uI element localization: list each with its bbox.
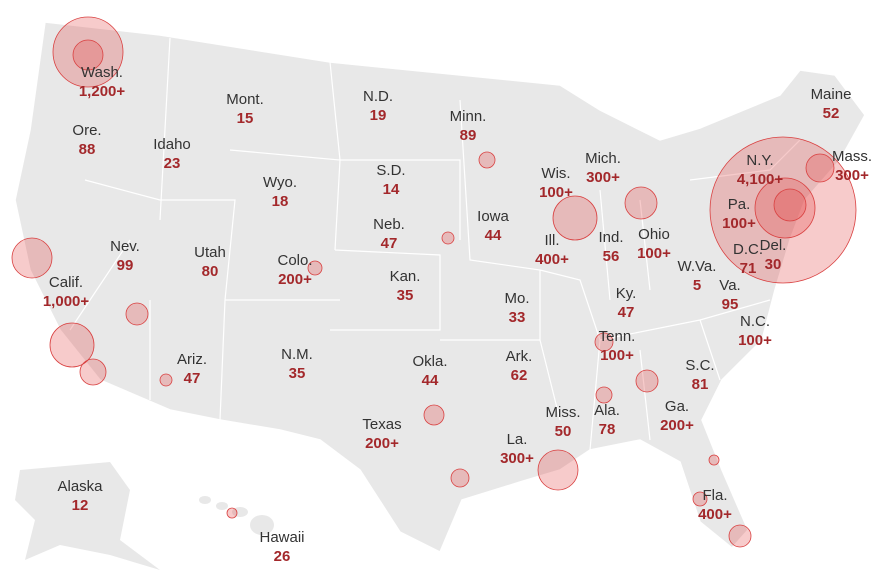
state-cases: 400+ [535, 251, 569, 268]
state-name: N.M. [281, 346, 313, 363]
state-cases: 15 [237, 110, 254, 127]
state-cases: 47 [618, 304, 635, 321]
state-cases: 95 [722, 296, 739, 313]
state-name: Ga. [665, 398, 689, 415]
state-name: Pa. [728, 196, 751, 213]
state-name: Ariz. [177, 351, 207, 368]
state-cases: 44 [485, 227, 502, 244]
state-cases: 100+ [637, 245, 671, 262]
state-cases: 89 [460, 127, 477, 144]
state-name: Mo. [504, 290, 529, 307]
state-name: Wyo. [263, 174, 297, 191]
state-cases: 99 [117, 257, 134, 274]
state-name: Hawaii [259, 529, 304, 546]
state-cases: 300+ [835, 167, 869, 184]
state-name: Utah [194, 244, 226, 261]
state-cases: 47 [381, 235, 398, 252]
state-cases: 26 [274, 548, 291, 565]
state-name: Ark. [506, 348, 533, 365]
state-name: W.Va. [678, 258, 717, 275]
state-borders [69, 37, 801, 451]
state-name: Wash. [81, 64, 123, 81]
state-name: Minn. [450, 108, 487, 125]
state-name: Ohio [638, 226, 670, 243]
state-name: S.C. [685, 357, 714, 374]
state-name: Idaho [153, 136, 191, 153]
state-name: Miss. [546, 404, 581, 421]
state-name: Texas [362, 416, 401, 433]
state-cases: 4,100+ [737, 171, 784, 188]
state-name: S.D. [376, 162, 405, 179]
state-cases: 300+ [500, 450, 534, 467]
state-cases: 88 [79, 141, 96, 158]
state-name: N.Y. [746, 152, 773, 169]
state-cases: 100+ [722, 215, 756, 232]
state-cases: 33 [509, 309, 526, 326]
state-name: Nev. [110, 238, 140, 255]
state-cases: 14 [383, 181, 400, 198]
state-cases: 100+ [539, 184, 573, 201]
state-name: Del. [760, 237, 787, 254]
state-name: Ala. [594, 402, 620, 419]
state-name: Ind. [598, 229, 623, 246]
state-cases: 200+ [660, 417, 694, 434]
state-cases: 300+ [586, 169, 620, 186]
state-labels: Wash. 1,200+ Mont. 15 N.D. 19 Minn. 89 Maine 52 Or… [43, 64, 872, 565]
state-cases: 35 [397, 287, 414, 304]
state-name: Wis. [541, 165, 570, 182]
state-cases: 50 [555, 423, 572, 440]
state-cases: 30 [765, 256, 782, 273]
state-name: D.C. [733, 241, 763, 258]
state-name: Mont. [226, 91, 264, 108]
state-name: Okla. [412, 353, 447, 370]
state-cases: 18 [272, 193, 289, 210]
state-name: Maine [811, 86, 852, 103]
state-cases: 80 [202, 263, 219, 280]
state-name: Ill. [545, 232, 560, 249]
state-cases: 5 [693, 277, 701, 294]
state-name: Ky. [616, 285, 637, 302]
state-name: Neb. [373, 216, 405, 233]
state-name: N.C. [740, 313, 770, 330]
state-name: N.D. [363, 88, 393, 105]
state-cases: 78 [599, 421, 616, 438]
state-cases: 100+ [738, 332, 772, 349]
state-name: Iowa [477, 208, 509, 225]
state-name: Mass. [832, 148, 872, 165]
state-name: La. [507, 431, 528, 448]
state-name: Colo. [277, 252, 312, 269]
state-cases: 47 [184, 370, 201, 387]
state-cases: 1,000+ [43, 293, 90, 310]
state-name: Va. [719, 277, 740, 294]
state-cases: 81 [692, 376, 709, 393]
state-cases: 44 [422, 372, 439, 389]
state-name: Tenn. [599, 328, 636, 345]
state-cases: 1,200+ [79, 83, 126, 100]
state-cases: 12 [72, 497, 89, 514]
case-bubbles [11, 16, 857, 548]
state-cases: 400+ [698, 506, 732, 523]
state-cases: 100+ [600, 347, 634, 364]
alaska-land [15, 462, 160, 570]
state-name: Mich. [585, 150, 621, 167]
state-cases: 200+ [278, 271, 312, 288]
state-name: Kan. [390, 268, 421, 285]
state-name: Fla. [702, 487, 727, 504]
state-cases: 56 [603, 248, 620, 265]
state-cases: 200+ [365, 435, 399, 452]
state-cases: 62 [511, 367, 528, 384]
state-name: Ore. [72, 122, 101, 139]
state-name: Alaska [57, 478, 103, 495]
state-cases: 23 [164, 155, 181, 172]
state-cases: 52 [823, 105, 840, 122]
state-cases: 19 [370, 107, 387, 124]
state-name: Calif. [49, 274, 83, 291]
state-cases: 71 [740, 260, 757, 277]
state-cases: 35 [289, 365, 306, 382]
